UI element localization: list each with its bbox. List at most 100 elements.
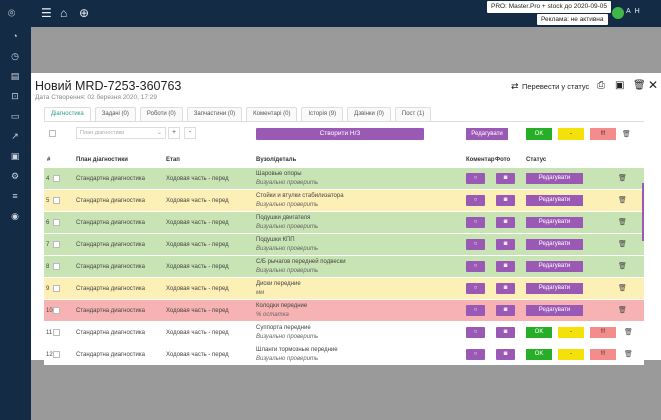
row-checkbox[interactable] xyxy=(53,219,60,226)
table-row: 4 Стандартна диагностика Ходовая часть - п… xyxy=(44,168,644,189)
tab-works[interactable]: Роботи (0) xyxy=(139,107,183,121)
tab-history[interactable]: Історія (9) xyxy=(301,107,344,121)
photo-camera-icon[interactable]: ◙ xyxy=(496,195,515,206)
row-note: Визуально проверить xyxy=(256,246,319,252)
row-stage: Ходовая часть - перед xyxy=(166,286,229,292)
delete-icon[interactable]: 🗑 xyxy=(633,80,646,91)
tab-post[interactable]: Пост (1) xyxy=(394,107,432,121)
comment-button[interactable]: ○ xyxy=(466,239,485,250)
comment-button[interactable]: ○ xyxy=(466,283,485,294)
tab-tasks[interactable]: Задачі (0) xyxy=(94,107,136,121)
row-trash-icon[interactable]: 🗑 xyxy=(618,219,627,226)
truck-icon[interactable]: ▭ xyxy=(10,111,20,121)
row-trash-icon[interactable]: 🗑 xyxy=(618,263,627,270)
row-plan: Стандартна диагностика xyxy=(76,242,145,248)
row-ok-button[interactable]: OK xyxy=(526,349,552,360)
avatar[interactable] xyxy=(612,7,624,19)
row-edit-button[interactable]: Редагувати xyxy=(526,217,583,228)
row-trash-icon[interactable]: 🗑 xyxy=(624,351,633,358)
all-ok-button[interactable]: OK xyxy=(526,128,552,140)
transfer-icon[interactable]: ⇄ xyxy=(511,81,519,91)
home-icon[interactable]: ⌂ xyxy=(60,6,68,20)
photo-camera-icon[interactable]: ◙ xyxy=(496,283,515,294)
all-minus-button[interactable]: - xyxy=(558,128,584,140)
sidebar: ◔ ◷ ▤ ⊡ ▭ ↗ ▣ ⚙ ≡ ◉ xyxy=(0,27,31,420)
row-checkbox[interactable] xyxy=(53,329,60,336)
comment-button[interactable]: ○ xyxy=(466,173,485,184)
row-edit-button[interactable]: Редагувати xyxy=(526,195,583,206)
row-edit-button[interactable]: Редагувати xyxy=(526,261,583,272)
add-plan-button[interactable]: + xyxy=(168,127,180,139)
tab-parts[interactable]: Запчастини (0) xyxy=(186,107,243,121)
save-icon[interactable]: ▣ xyxy=(615,80,625,91)
row-edit-button[interactable]: Редагувати xyxy=(526,305,583,316)
row-node: Стойки и втулки стабилизатора xyxy=(256,193,344,199)
photo-camera-icon[interactable]: ◙ xyxy=(496,217,515,228)
location-icon[interactable]: ◉ xyxy=(11,211,19,221)
row-edit-button[interactable]: Редагувати xyxy=(526,173,583,184)
print-icon[interactable]: ⎙ xyxy=(597,80,605,91)
warehouse-icon[interactable]: ▣ xyxy=(10,151,20,161)
row-ok-button[interactable]: OK xyxy=(526,327,552,338)
comment-button[interactable]: ○ xyxy=(466,327,485,338)
tab-diagnostics[interactable]: Діагностика xyxy=(44,107,91,121)
settings-icon[interactable]: ⚙ xyxy=(10,171,20,181)
row-checkbox[interactable] xyxy=(53,175,60,182)
comment-button[interactable]: ○ xyxy=(466,217,485,228)
list-icon[interactable]: ≡ xyxy=(12,191,18,201)
row-fail-button[interactable]: !!! xyxy=(590,327,616,338)
row-fail-button[interactable]: !!! xyxy=(590,349,616,360)
change-status-link[interactable]: Перевести у статус xyxy=(522,82,590,91)
menu-icon[interactable]: ☰ xyxy=(41,6,52,20)
dashboard-icon[interactable]: ◔ xyxy=(12,31,18,41)
globe-icon[interactable]: ⊕ xyxy=(79,6,90,20)
clock-icon[interactable]: ◷ xyxy=(11,51,19,61)
plan-select[interactable]: План діагностики ⌄ xyxy=(76,127,166,139)
table-row: 5 Стандартна диагностика Ходовая часть - п… xyxy=(44,190,644,211)
document-icon[interactable]: ▤ xyxy=(10,71,20,81)
row-checkbox[interactable] xyxy=(53,307,60,314)
photo-camera-icon[interactable]: ◙ xyxy=(496,261,515,272)
all-fail-button[interactable]: !!! xyxy=(590,128,616,140)
create-order-button[interactable]: Створити Н/З xyxy=(256,128,424,140)
row-checkbox[interactable] xyxy=(53,351,60,358)
comment-button[interactable]: ○ xyxy=(466,349,485,360)
photo-camera-icon[interactable]: ◙ xyxy=(496,239,515,250)
scrollbar[interactable] xyxy=(642,183,644,241)
row-minus-button[interactable]: - xyxy=(558,327,584,338)
row-edit-button[interactable]: Редагувати xyxy=(526,283,583,294)
row-trash-icon[interactable]: 🗑 xyxy=(618,241,627,248)
row-trash-icon[interactable]: 🗑 xyxy=(624,329,633,336)
row-plan: Стандартна диагностика xyxy=(76,286,145,292)
row-checkbox[interactable] xyxy=(53,263,60,270)
row-trash-icon[interactable]: 🗑 xyxy=(618,197,627,204)
row-trash-icon[interactable]: 🗑 xyxy=(618,307,627,314)
remove-plan-button[interactable]: - xyxy=(184,127,196,139)
row-checkbox[interactable] xyxy=(53,241,60,248)
comment-button[interactable]: ○ xyxy=(466,305,485,316)
close-icon[interactable]: ✕ xyxy=(648,78,659,92)
tab-comments[interactable]: Коментарі (0) xyxy=(246,107,298,121)
row-checkbox[interactable] xyxy=(53,285,60,292)
row-edit-button[interactable]: Редагувати xyxy=(526,239,583,250)
car-icon[interactable]: ⊡ xyxy=(11,91,19,101)
comment-button[interactable]: ○ xyxy=(466,195,485,206)
photo-camera-icon[interactable]: ◙ xyxy=(496,349,515,360)
location-pin-icon[interactable]: ⌾ xyxy=(8,6,16,20)
trash-icon[interactable]: 🗑 xyxy=(622,131,631,138)
row-stage: Ходовая часть - перед xyxy=(166,352,229,358)
photo-camera-icon[interactable]: ◙ xyxy=(496,173,515,184)
row-checkbox[interactable] xyxy=(53,197,60,204)
user-initials[interactable]: А Н xyxy=(626,8,641,15)
row-trash-icon[interactable]: 🗑 xyxy=(618,285,627,292)
row-trash-icon[interactable]: 🗑 xyxy=(618,175,627,182)
tab-calls[interactable]: Дзвінки (0) xyxy=(347,107,391,121)
row-plan: Стандартна диагностика xyxy=(76,176,145,182)
comment-button[interactable]: ○ xyxy=(466,261,485,272)
select-all-checkbox[interactable] xyxy=(49,130,56,137)
row-minus-button[interactable]: - xyxy=(558,349,584,360)
photo-camera-icon[interactable]: ◙ xyxy=(496,305,515,316)
edit-all-button[interactable]: Редагувати xyxy=(466,128,508,140)
photo-camera-icon[interactable]: ◙ xyxy=(496,327,515,338)
chart-icon[interactable]: ↗ xyxy=(11,131,19,141)
